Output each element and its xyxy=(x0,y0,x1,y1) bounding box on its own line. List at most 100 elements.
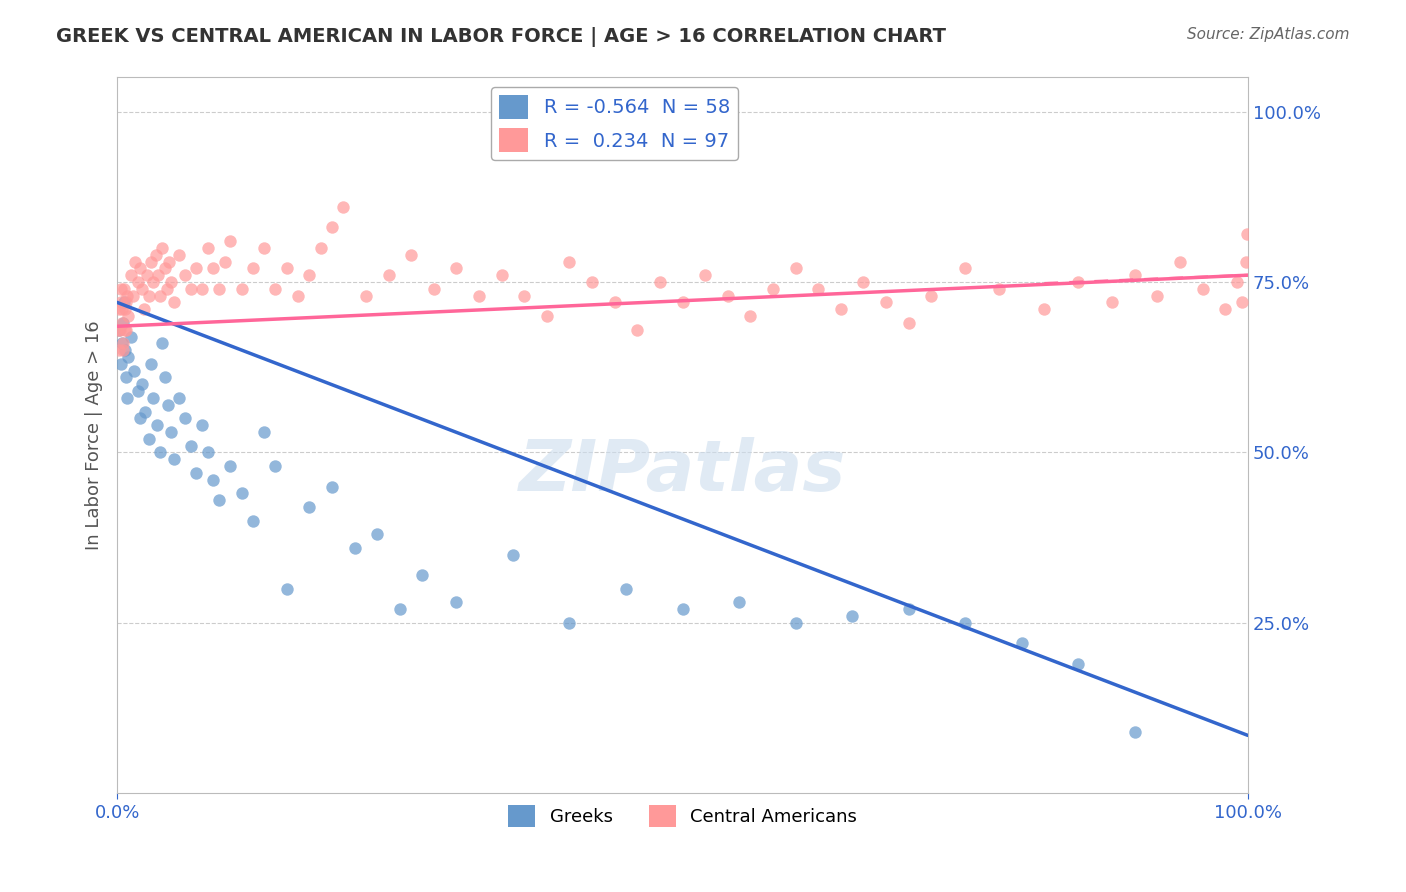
Point xyxy=(156,282,179,296)
Point xyxy=(152,241,174,255)
Point xyxy=(298,500,321,514)
Point xyxy=(128,261,150,276)
Point xyxy=(446,261,468,276)
Point xyxy=(110,282,132,296)
Point xyxy=(309,241,332,255)
Point xyxy=(138,432,160,446)
Point xyxy=(1191,282,1213,296)
Point xyxy=(153,261,176,276)
Point xyxy=(852,275,875,289)
Point xyxy=(264,459,287,474)
Point xyxy=(124,254,146,268)
Point xyxy=(197,445,219,459)
Text: GREEK VS CENTRAL AMERICAN IN LABOR FORCE | AGE > 16 CORRELATION CHART: GREEK VS CENTRAL AMERICAN IN LABOR FORCE… xyxy=(56,27,946,46)
Point xyxy=(502,548,524,562)
Point xyxy=(110,295,132,310)
Point xyxy=(131,377,153,392)
Point xyxy=(214,254,236,268)
Point xyxy=(558,615,581,630)
Point xyxy=(399,248,422,262)
Point xyxy=(1236,227,1258,242)
Point xyxy=(111,316,134,330)
Point xyxy=(145,248,167,262)
Point xyxy=(135,268,157,282)
Point xyxy=(149,445,172,459)
Point xyxy=(953,615,976,630)
Point xyxy=(139,254,162,268)
Point xyxy=(191,282,214,296)
Point xyxy=(1225,275,1247,289)
Point xyxy=(1123,725,1146,739)
Point xyxy=(117,350,139,364)
Point xyxy=(134,302,156,317)
Point xyxy=(112,282,135,296)
Point xyxy=(208,282,231,296)
Point xyxy=(115,323,138,337)
Point xyxy=(107,323,129,337)
Point xyxy=(1234,254,1257,268)
Point xyxy=(762,282,785,296)
Point xyxy=(377,268,399,282)
Point xyxy=(139,357,162,371)
Point xyxy=(186,261,208,276)
Point xyxy=(276,582,298,596)
Point xyxy=(1213,302,1236,317)
Point xyxy=(163,452,186,467)
Point xyxy=(197,241,219,255)
Point xyxy=(740,309,762,323)
Point xyxy=(830,302,852,317)
Point xyxy=(127,384,149,398)
Point xyxy=(298,268,321,282)
Point xyxy=(785,615,807,630)
Point xyxy=(145,418,167,433)
Point xyxy=(242,514,264,528)
Point xyxy=(1230,295,1253,310)
Point xyxy=(111,336,134,351)
Point xyxy=(160,425,183,439)
Point xyxy=(1011,636,1033,650)
Point xyxy=(122,288,145,302)
Point xyxy=(626,323,648,337)
Legend: Greeks, Central Americans: Greeks, Central Americans xyxy=(501,798,865,834)
Point xyxy=(174,411,197,425)
Point xyxy=(138,288,160,302)
Point xyxy=(614,582,637,596)
Point xyxy=(1123,268,1146,282)
Point xyxy=(131,282,153,296)
Point xyxy=(180,282,202,296)
Point xyxy=(332,200,354,214)
Point xyxy=(108,343,131,358)
Point xyxy=(717,288,740,302)
Point xyxy=(388,602,411,616)
Point xyxy=(242,261,264,276)
Point xyxy=(117,391,139,405)
Point xyxy=(513,288,536,302)
Point xyxy=(231,282,253,296)
Point xyxy=(558,254,581,268)
Point xyxy=(180,439,202,453)
Point xyxy=(208,493,231,508)
Point xyxy=(157,254,180,268)
Point xyxy=(117,309,139,323)
Point xyxy=(163,295,186,310)
Point xyxy=(354,288,377,302)
Point xyxy=(111,316,134,330)
Point xyxy=(146,268,169,282)
Point xyxy=(127,275,149,289)
Text: ZIPatlas: ZIPatlas xyxy=(519,437,846,506)
Point xyxy=(536,309,558,323)
Point xyxy=(276,261,298,276)
Point xyxy=(160,275,183,289)
Point xyxy=(264,282,287,296)
Point xyxy=(128,411,150,425)
Point xyxy=(581,275,603,289)
Point xyxy=(321,220,343,235)
Point xyxy=(202,261,225,276)
Point xyxy=(491,268,513,282)
Point xyxy=(468,288,491,302)
Point xyxy=(191,418,214,433)
Point xyxy=(114,295,136,310)
Point xyxy=(343,541,366,555)
Point xyxy=(169,248,191,262)
Point xyxy=(897,602,920,616)
